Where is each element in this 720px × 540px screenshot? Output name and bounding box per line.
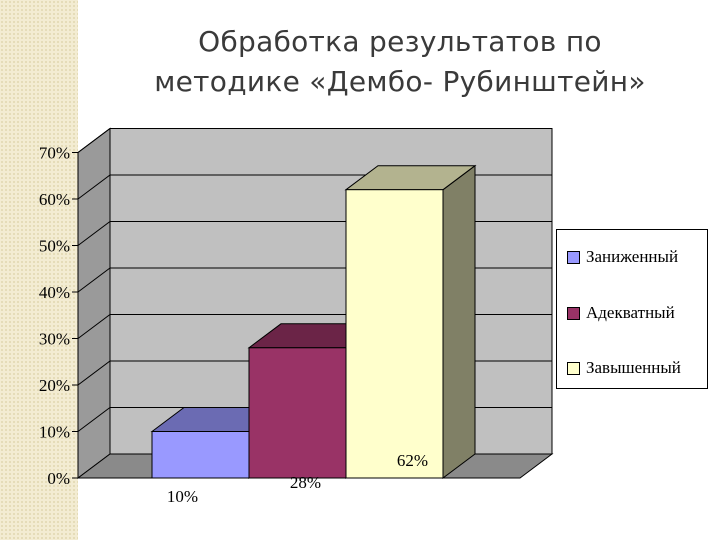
chart-title: Обработка результатов по методике «Дембо… [110,22,690,102]
data-label-3: 62% [397,451,428,470]
bar-2 [248,347,347,479]
legend-item-adekvatny: Адекватный [567,303,675,323]
bar-side-3 [442,164,476,479]
bar-1 [151,431,250,479]
chart-title-line-1: Обработка результатов по [198,25,602,58]
bar-3 [345,189,444,479]
legend-swatch-zavyshenny [567,361,580,375]
legend-item-zanizhenny: Заниженный [567,247,678,267]
chart-side-wall [77,127,111,479]
data-label-2: 28% [290,473,321,492]
legend-label-adekvatny: Адекватный [586,303,675,322]
y-tick-label: 30% [39,330,70,349]
y-tick-label: 50% [39,237,70,256]
y-tick-label: 0% [47,469,70,488]
decorative-left-strip [0,0,78,540]
chart-title-line-2: методике «Дембо- Рубинштейн» [154,65,646,98]
y-tick-label: 10% [39,423,70,442]
legend-label-zanizhenny: Заниженный [586,247,679,266]
y-tick-label: 20% [39,376,70,395]
legend-swatch-adekvatny [567,306,580,320]
legend-item-zavyshenny: Завышенный [567,358,681,378]
y-tick-label: 40% [39,283,70,302]
chart-legend: Заниженный Адекватный Завышенный [556,229,708,389]
data-label-1: 10% [167,487,198,506]
legend-swatch-zanizhenny [567,250,580,264]
y-tick-label: 70% [39,144,70,163]
y-tick-label: 60% [39,190,70,209]
legend-label-zavyshenny: Завышенный [586,358,681,377]
gridline [77,128,552,153]
